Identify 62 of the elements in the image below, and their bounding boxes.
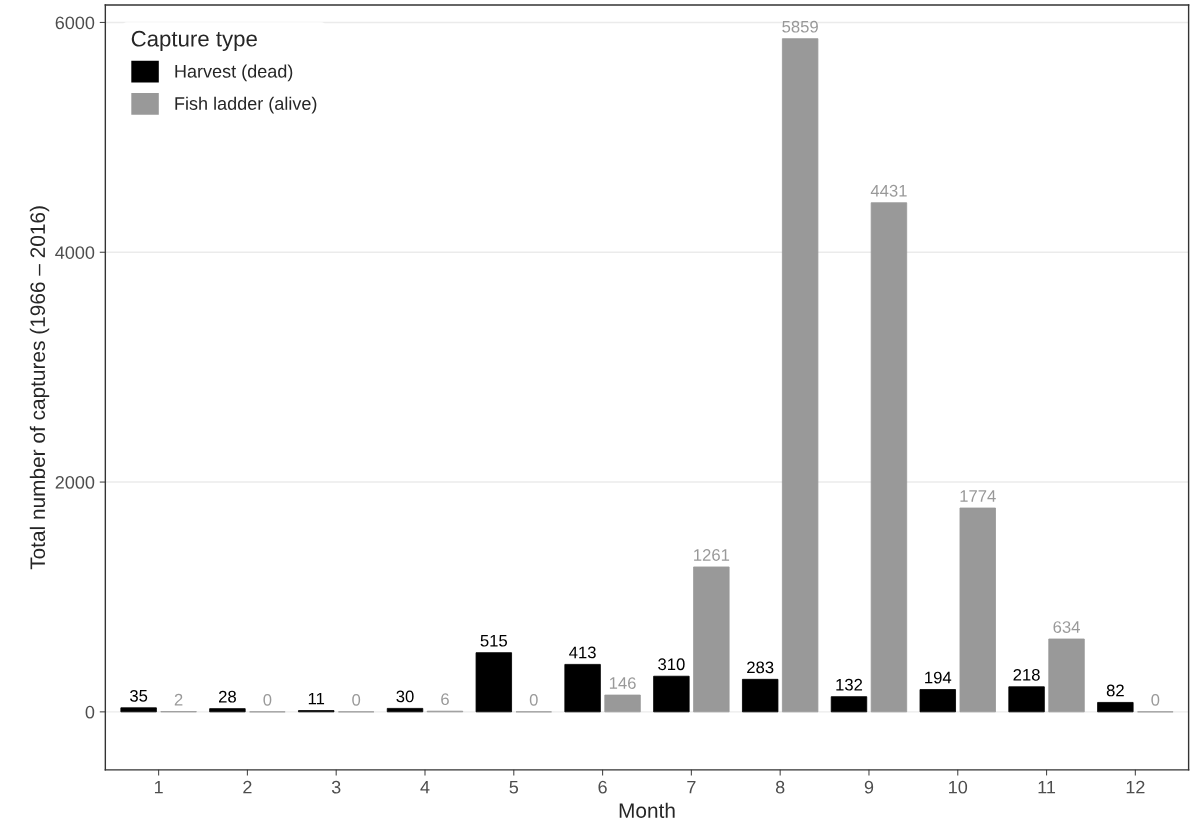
bar xyxy=(959,507,996,713)
x-tick-label: 2 xyxy=(243,780,252,794)
data-label: 30 xyxy=(396,690,414,703)
data-label: 0 xyxy=(529,693,538,706)
y-axis-title: Total number of captures (1966 – 2016) xyxy=(29,206,50,570)
data-label: 218 xyxy=(1013,668,1040,681)
data-label: 5859 xyxy=(782,20,818,33)
x-tick-label: 12 xyxy=(1126,780,1145,794)
bar xyxy=(742,678,779,713)
data-label: 6 xyxy=(441,693,449,706)
legend-title: Capture type xyxy=(131,30,257,51)
bar xyxy=(919,689,956,713)
data-label: 35 xyxy=(130,689,148,702)
data-label: 28 xyxy=(219,690,236,703)
bar xyxy=(604,694,641,713)
x-axis-title: Month xyxy=(619,802,675,818)
data-label: 4431 xyxy=(870,184,907,197)
x-tick-label: 4 xyxy=(420,780,430,794)
bar xyxy=(120,707,157,713)
bar xyxy=(1008,686,1045,713)
data-label: 515 xyxy=(480,634,508,647)
data-label: 1261 xyxy=(694,549,730,561)
bar xyxy=(693,566,730,713)
legend-label: Fish ladder (alive) xyxy=(175,96,317,114)
bar xyxy=(209,708,246,713)
x-tick-label: 8 xyxy=(775,780,785,794)
bar xyxy=(386,707,424,713)
x-tick-label: 10 xyxy=(949,780,968,794)
data-label: 11 xyxy=(308,692,325,705)
data-label: 283 xyxy=(747,661,774,674)
legend-label: Harvest (dead) xyxy=(175,64,293,82)
data-label: 82 xyxy=(1106,684,1124,697)
data-label: 132 xyxy=(836,678,863,691)
x-tick-label: 11 xyxy=(1038,780,1056,794)
x-tick-label: 3 xyxy=(331,780,341,794)
bar xyxy=(653,675,690,713)
data-label: 634 xyxy=(1053,621,1080,633)
bar xyxy=(870,202,908,713)
bar xyxy=(475,652,512,713)
data-label: 1774 xyxy=(960,490,996,502)
data-label: 310 xyxy=(658,658,685,671)
x-tick-label: 7 xyxy=(687,780,696,794)
y-tick-label: 4000 xyxy=(55,246,95,259)
bar xyxy=(830,696,868,713)
data-label: 0 xyxy=(263,693,272,706)
data-label: 194 xyxy=(925,671,952,684)
bar xyxy=(1097,702,1134,713)
data-label: 413 xyxy=(569,646,596,659)
x-tick-label: 5 xyxy=(509,780,519,794)
y-tick-label: 0 xyxy=(85,705,95,719)
data-label: 146 xyxy=(609,677,636,689)
y-tick-label: 2000 xyxy=(55,475,95,489)
x-tick-label: 6 xyxy=(598,780,607,794)
data-label: 0 xyxy=(352,693,361,706)
data-label: 0 xyxy=(1151,693,1160,706)
y-tick-label: 6000 xyxy=(55,16,95,30)
x-tick-label: 9 xyxy=(864,780,874,794)
data-label: 2 xyxy=(174,693,183,706)
x-tick-label: 1 xyxy=(154,780,163,794)
bar xyxy=(1048,638,1085,713)
bar xyxy=(564,663,601,713)
bar xyxy=(781,38,819,713)
